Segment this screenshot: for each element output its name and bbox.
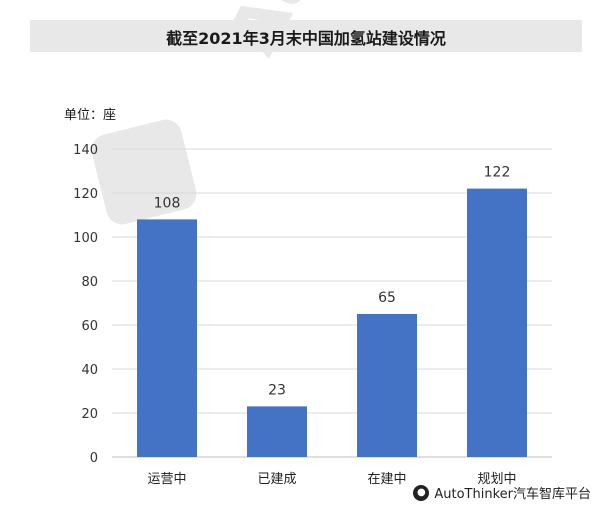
bar [137,219,197,457]
x-tick-label: 运营中 [147,472,186,487]
y-tick-label: 60 [81,319,98,334]
bar [247,406,307,457]
y-tick-label: 100 [73,231,98,246]
bar [357,314,417,457]
x-tick-label: 规划中 [477,472,516,487]
y-tick-label: 140 [73,143,98,158]
y-axis-unit-label: 单位：座 [64,108,117,123]
data-label: 122 [484,165,511,181]
x-tick-label: 在建中 [367,472,406,487]
data-label: 108 [154,195,181,211]
watermark: ● AutoThinker汽车智库平台 [413,483,591,502]
data-label: 23 [268,382,286,398]
watermark-text: AutoThinker汽车智库平台 [434,487,591,502]
y-tick-label: 20 [81,407,98,422]
bar [467,188,527,457]
chart-title-bar: 截至2021年3月末中国加氢站建设情况 [30,20,582,52]
data-label: 65 [378,290,396,306]
wechat-icon: ● [413,484,430,501]
y-tick-label: 120 [73,187,98,202]
y-tick-label: 40 [81,363,98,378]
y-tick-label: 0 [90,451,98,466]
y-tick-label: 80 [81,275,98,290]
x-tick-label: 已建成 [257,472,296,487]
chart-title: 截至2021年3月末中国加氢站建设情况 [166,29,446,48]
